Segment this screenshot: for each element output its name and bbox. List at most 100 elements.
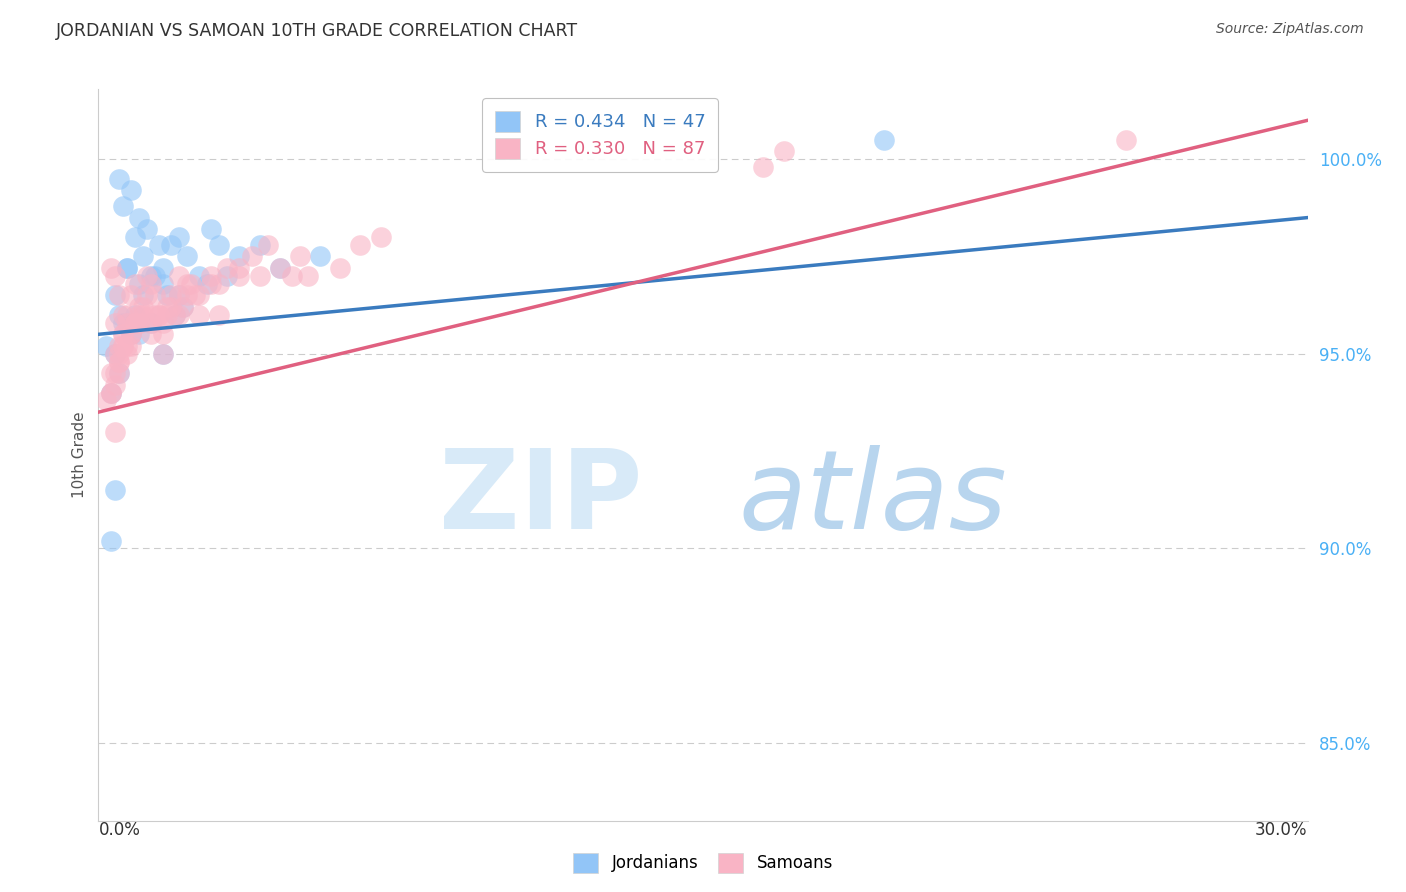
Point bbox=[128, 316, 150, 330]
Point bbox=[139, 316, 162, 330]
Point bbox=[103, 483, 125, 497]
Point bbox=[200, 277, 222, 291]
Point bbox=[111, 327, 134, 342]
Point bbox=[139, 268, 162, 283]
Point bbox=[128, 300, 150, 314]
Point bbox=[172, 300, 194, 314]
Point bbox=[100, 385, 122, 400]
Point bbox=[152, 261, 174, 276]
Point bbox=[176, 277, 198, 291]
Point bbox=[160, 237, 183, 252]
Point bbox=[249, 237, 271, 252]
Point bbox=[152, 277, 174, 291]
Point bbox=[228, 268, 250, 283]
Point bbox=[120, 339, 142, 353]
Point bbox=[124, 308, 146, 322]
Point bbox=[188, 288, 211, 302]
Point bbox=[143, 308, 166, 322]
Point bbox=[103, 316, 125, 330]
Point bbox=[115, 316, 138, 330]
Point bbox=[148, 308, 170, 322]
Point bbox=[124, 230, 146, 244]
Point bbox=[120, 183, 142, 197]
Point bbox=[135, 222, 157, 236]
Text: ZIP: ZIP bbox=[439, 445, 643, 552]
Point bbox=[96, 339, 118, 353]
Point bbox=[135, 288, 157, 302]
Text: JORDANIAN VS SAMOAN 10TH GRADE CORRELATION CHART: JORDANIAN VS SAMOAN 10TH GRADE CORRELATI… bbox=[56, 22, 578, 40]
Point bbox=[124, 316, 146, 330]
Point bbox=[269, 261, 291, 276]
Point bbox=[281, 268, 304, 283]
Point bbox=[249, 268, 271, 283]
Point bbox=[103, 425, 125, 439]
Point bbox=[217, 261, 239, 276]
Point bbox=[167, 308, 190, 322]
Point bbox=[188, 268, 211, 283]
Point bbox=[111, 308, 134, 322]
Point bbox=[167, 288, 190, 302]
Point bbox=[148, 237, 170, 252]
Point bbox=[139, 277, 162, 291]
Point bbox=[100, 366, 122, 380]
Point bbox=[349, 237, 371, 252]
Point bbox=[180, 277, 202, 291]
Point bbox=[329, 261, 352, 276]
Point bbox=[200, 268, 222, 283]
Point bbox=[103, 366, 125, 380]
Point bbox=[120, 327, 142, 342]
Text: 0.0%: 0.0% bbox=[98, 821, 141, 838]
Point bbox=[107, 354, 129, 368]
Point bbox=[128, 316, 150, 330]
Point bbox=[100, 385, 122, 400]
Point bbox=[217, 268, 239, 283]
Point bbox=[176, 288, 198, 302]
Point bbox=[132, 308, 155, 322]
Point bbox=[100, 385, 122, 400]
Point bbox=[107, 288, 129, 302]
Point bbox=[873, 133, 896, 147]
Point bbox=[139, 316, 162, 330]
Point bbox=[309, 250, 332, 264]
Y-axis label: 10th Grade: 10th Grade bbox=[72, 411, 87, 499]
Point bbox=[752, 160, 775, 174]
Point bbox=[115, 261, 138, 276]
Text: Source: ZipAtlas.com: Source: ZipAtlas.com bbox=[1216, 22, 1364, 37]
Point bbox=[111, 199, 134, 213]
Point bbox=[96, 393, 118, 408]
Point bbox=[297, 268, 319, 283]
Point bbox=[152, 347, 174, 361]
Point bbox=[107, 366, 129, 380]
Point bbox=[160, 288, 183, 302]
Point bbox=[195, 277, 218, 291]
Point bbox=[115, 339, 138, 353]
Point bbox=[111, 339, 134, 353]
Point bbox=[107, 339, 129, 353]
Point bbox=[128, 308, 150, 322]
Point bbox=[172, 300, 194, 314]
Point bbox=[160, 300, 183, 314]
Point bbox=[103, 347, 125, 361]
Point bbox=[103, 377, 125, 392]
Point bbox=[208, 277, 231, 291]
Point bbox=[228, 261, 250, 276]
Point bbox=[120, 327, 142, 342]
Point bbox=[103, 288, 125, 302]
Point bbox=[111, 316, 134, 330]
Point bbox=[143, 288, 166, 302]
Point bbox=[132, 288, 155, 302]
Point bbox=[120, 327, 142, 342]
Point bbox=[139, 308, 162, 322]
Point bbox=[139, 327, 162, 342]
Point bbox=[120, 288, 142, 302]
Point bbox=[107, 366, 129, 380]
Point bbox=[100, 533, 122, 548]
Point bbox=[124, 277, 146, 291]
Point bbox=[132, 250, 155, 264]
Point bbox=[269, 261, 291, 276]
Point bbox=[107, 171, 129, 186]
Point bbox=[152, 347, 174, 361]
Point bbox=[167, 230, 190, 244]
Point bbox=[128, 277, 150, 291]
Point bbox=[152, 327, 174, 342]
